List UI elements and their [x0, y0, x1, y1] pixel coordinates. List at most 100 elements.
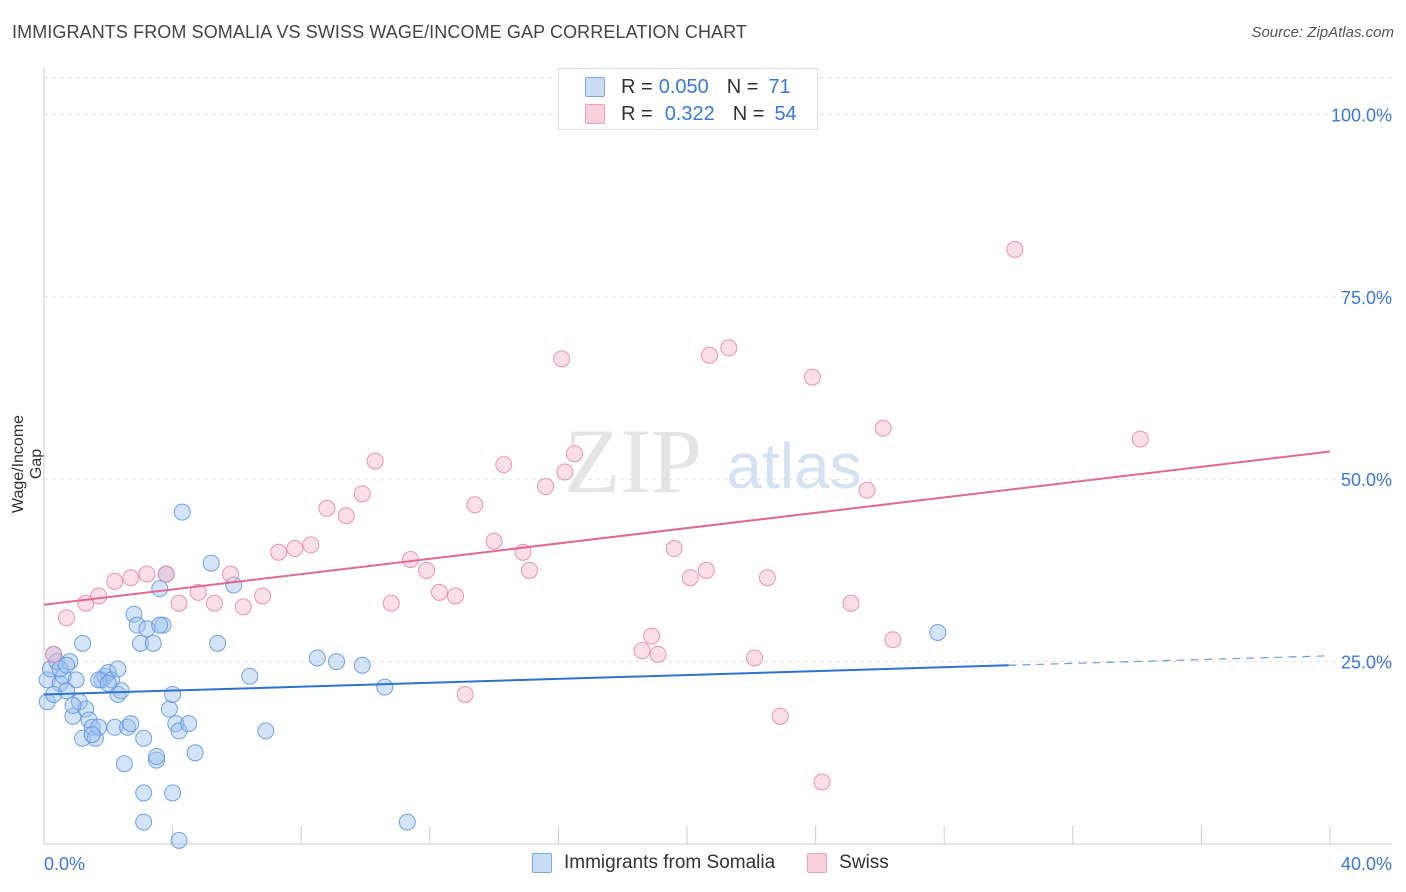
- legend-n-value: 54: [774, 102, 797, 125]
- somalia-point: [74, 634, 92, 652]
- swiss-point: [106, 572, 124, 590]
- somalia-point: [83, 718, 101, 736]
- swiss-point: [318, 499, 336, 517]
- somalia-point: [151, 616, 169, 634]
- swiss-point: [456, 685, 474, 703]
- somalia-point: [131, 634, 149, 652]
- y-tick-label: 75.0%: [1341, 288, 1392, 308]
- somalia-point: [170, 831, 188, 849]
- correlation-legend: R = 0.050 N = 71 R = 0.322 N = 54: [558, 68, 818, 130]
- somalia-point: [112, 682, 130, 700]
- somalia-point: [308, 649, 326, 667]
- swiss-point: [286, 540, 304, 558]
- swiss-point: [353, 485, 371, 503]
- y-tick-label: 25.0%: [1341, 653, 1392, 673]
- swiss-point: [122, 569, 140, 587]
- series-legend-somalia: Immigrants from Somalia: [532, 852, 775, 874]
- legend-r-label: R =: [621, 75, 653, 98]
- somalia-point: [148, 747, 166, 765]
- gridlines: [44, 77, 1392, 663]
- swiss-point: [337, 507, 355, 525]
- somalia-point: [170, 722, 188, 740]
- somalia-point: [99, 675, 117, 693]
- somalia-point: [138, 620, 156, 638]
- somalia-point: [241, 667, 259, 685]
- somalia-point: [202, 554, 220, 572]
- swiss-point: [884, 631, 902, 649]
- swiss-point: [418, 561, 436, 579]
- swiss-point: [649, 645, 667, 663]
- somalia-point: [125, 605, 143, 623]
- swiss-point: [681, 569, 699, 587]
- somalia-point: [929, 623, 947, 641]
- series-swatch-somalia: [532, 853, 552, 873]
- series-legend: Immigrants from Somalia Swiss: [532, 852, 921, 874]
- x-tick-label: 0.0%: [44, 854, 85, 874]
- somalia-point: [90, 671, 108, 689]
- somalia-point: [109, 660, 127, 678]
- somalia-point: [74, 729, 92, 747]
- legend-n-label: N =: [732, 102, 765, 125]
- swiss-point: [58, 609, 76, 627]
- swiss-point: [1131, 430, 1149, 448]
- swiss-point: [366, 452, 384, 470]
- tick-labels: 25.0% 50.0% 75.0% 100.0% 0.0% 40.0%: [44, 105, 1392, 874]
- swiss-point: [720, 339, 738, 357]
- source-label: Source: ZipAtlas.com: [1251, 24, 1394, 41]
- somalia-point: [398, 813, 416, 831]
- somalia-point: [58, 656, 76, 674]
- somalia-point: [160, 700, 178, 718]
- somalia-point: [151, 580, 169, 598]
- somalia-point: [148, 751, 166, 769]
- swiss-point: [90, 587, 108, 605]
- trend-lines: [43, 450, 1331, 696]
- legend-r-value: 0.322: [664, 102, 715, 125]
- somalia-point: [144, 634, 162, 652]
- somalia-trend-extension: [1008, 655, 1331, 666]
- somalia-point: [164, 784, 182, 802]
- swiss-point: [45, 645, 63, 663]
- swiss-trend-line: [43, 450, 1331, 606]
- somalia-trend-line: [43, 664, 1009, 696]
- swiss-point: [701, 346, 719, 364]
- swiss-point: [771, 707, 789, 725]
- swiss-point: [382, 594, 400, 612]
- swiss-point: [520, 561, 538, 579]
- swiss-point: [466, 496, 484, 514]
- swiss-point: [485, 532, 503, 550]
- series-swatch-swiss: [807, 853, 828, 873]
- chart-title: IMMIGRANTS FROM SOMALIA VS SWISS WAGE/IN…: [12, 22, 748, 42]
- somalia-point: [41, 660, 59, 678]
- somalia-point: [67, 671, 85, 689]
- swiss-point: [157, 565, 175, 583]
- swiss-point: [138, 565, 156, 583]
- swiss-point: [665, 540, 683, 558]
- somalia-point: [122, 715, 140, 733]
- watermark-zip: ZIP: [564, 410, 702, 512]
- watermark: ZIP atlas: [564, 410, 862, 512]
- somalia-point: [328, 653, 346, 671]
- legend-swatch-swiss: [585, 104, 605, 124]
- somalia-point: [164, 685, 182, 703]
- data-points: [38, 240, 1149, 849]
- swiss-point: [302, 536, 320, 554]
- somalia-point: [135, 784, 153, 802]
- swiss-point: [170, 594, 188, 612]
- swiss-point: [746, 649, 764, 667]
- swiss-point: [633, 642, 651, 660]
- legend-r-value: 0.050: [658, 75, 709, 98]
- axes: [43, 68, 1392, 845]
- swiss-point: [205, 594, 223, 612]
- legend-r-label: R =: [621, 102, 653, 125]
- legend-swatch-somalia: [585, 77, 605, 97]
- somalia-point: [38, 671, 56, 689]
- swiss-point: [565, 445, 583, 463]
- swiss-point: [553, 350, 571, 368]
- swiss-point: [270, 543, 288, 561]
- swiss-point: [1006, 240, 1024, 258]
- somalia-point: [135, 729, 153, 747]
- somalia-point: [173, 503, 191, 521]
- swiss-point: [447, 587, 465, 605]
- somalia-point: [106, 718, 124, 736]
- swiss-point: [643, 627, 661, 645]
